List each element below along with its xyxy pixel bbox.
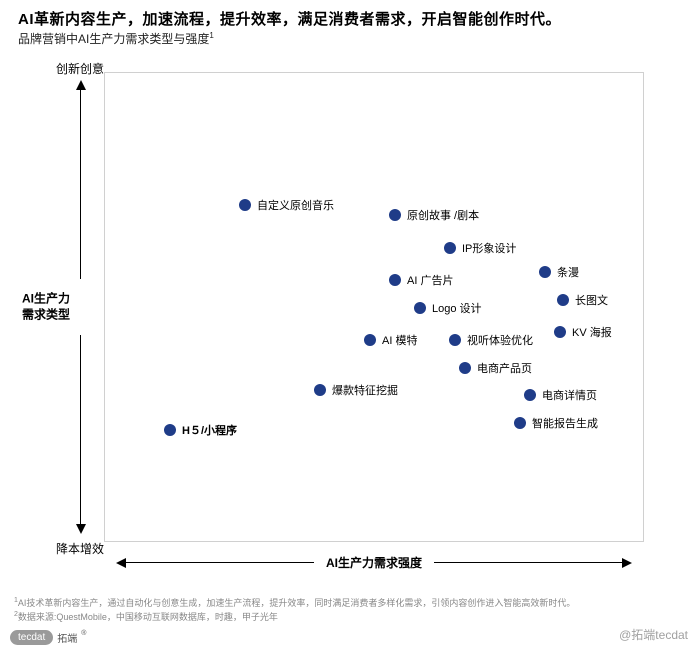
arrow-left-icon — [116, 558, 126, 568]
page-title: AI革新内容生产，加速流程，提升效率，满足消费者需求，开启智能创作时代。 — [18, 8, 561, 29]
arrow-right-icon — [622, 558, 632, 568]
scatter-dot — [389, 274, 401, 286]
scatter-dot-label: 原创故事 /剧本 — [407, 207, 479, 223]
logo: tecdat 拓端 ® — [10, 630, 86, 645]
scatter-dot-label: 条漫 — [557, 264, 579, 280]
footnote-2-text: 数据来源:QuestMobile，中国移动互联网数据库，时趣，甲子光年 — [18, 612, 278, 622]
scatter-dot-label: 长图文 — [575, 292, 608, 308]
scatter-dot-label: KV 海报 — [572, 324, 612, 340]
scatter-dot — [314, 384, 326, 396]
scatter-dot-label: IP形象设计 — [462, 240, 516, 256]
scatter-dot-label: AI 广告片 — [407, 272, 453, 288]
y-axis-arrow-line — [80, 82, 81, 279]
footnote-1-text: AI技术革新内容生产，通过自动化与创意生成，加速生产流程，提升效率，同时满足消费… — [18, 598, 576, 608]
footnote-2: 2数据来源:QuestMobile，中国移动互联网数据库，时趣，甲子光年 — [14, 610, 278, 623]
y-axis-bottom-label: 降本增效 — [56, 540, 104, 557]
scatter-dot — [389, 209, 401, 221]
scatter-dot — [524, 389, 536, 401]
y-axis-mid-label: AI生产力需求类型 — [16, 291, 76, 322]
scatter-dot — [459, 362, 471, 374]
logo-capsule: tecdat — [10, 630, 53, 645]
logo-sup: ® — [81, 630, 86, 637]
scatter-plot-area — [104, 72, 644, 542]
scatter-dot — [514, 417, 526, 429]
scatter-dot — [414, 302, 426, 314]
scatter-dot-label: 爆款特征挖掘 — [332, 382, 398, 398]
scatter-dot — [364, 334, 376, 346]
arrow-down-icon — [76, 524, 86, 534]
scatter-dot — [539, 266, 551, 278]
watermark: @拓端tecdat — [619, 626, 688, 643]
scatter-dot-label: H５/小程序 — [182, 422, 237, 438]
scatter-dot — [557, 294, 569, 306]
x-axis-arrow-line — [118, 562, 314, 563]
page-subtitle: 品牌营销中AI生产力需求类型与强度1 — [18, 30, 214, 47]
scatter-dot-label: 视听体验优化 — [467, 332, 533, 348]
scatter-dot — [554, 326, 566, 338]
scatter-dot-label: 智能报告生成 — [532, 415, 598, 431]
scatter-dot-label: 电商产品页 — [477, 360, 532, 376]
scatter-dot-label: Logo 设计 — [432, 300, 482, 316]
y-axis-arrow-line — [80, 335, 81, 532]
scatter-dot — [164, 424, 176, 436]
x-axis-arrow-line — [434, 562, 630, 563]
y-axis-top-label: 创新创意 — [56, 60, 104, 77]
scatter-dot-label: AI 模特 — [382, 332, 417, 348]
logo-text: 拓端 — [57, 630, 77, 645]
subtitle-text: 品牌营销中AI生产力需求类型与强度 — [18, 32, 209, 46]
arrow-up-icon — [76, 80, 86, 90]
subtitle-sup: 1 — [209, 31, 213, 40]
scatter-dot — [444, 242, 456, 254]
footnote-1: 1AI技术革新内容生产，通过自动化与创意生成，加速生产流程，提升效率，同时满足消… — [14, 596, 575, 609]
scatter-dot-label: 自定义原创音乐 — [257, 197, 334, 213]
scatter-dot — [239, 199, 251, 211]
x-axis-label: AI生产力需求强度 — [326, 554, 422, 571]
scatter-dot-label: 电商详情页 — [542, 387, 597, 403]
scatter-dot — [449, 334, 461, 346]
